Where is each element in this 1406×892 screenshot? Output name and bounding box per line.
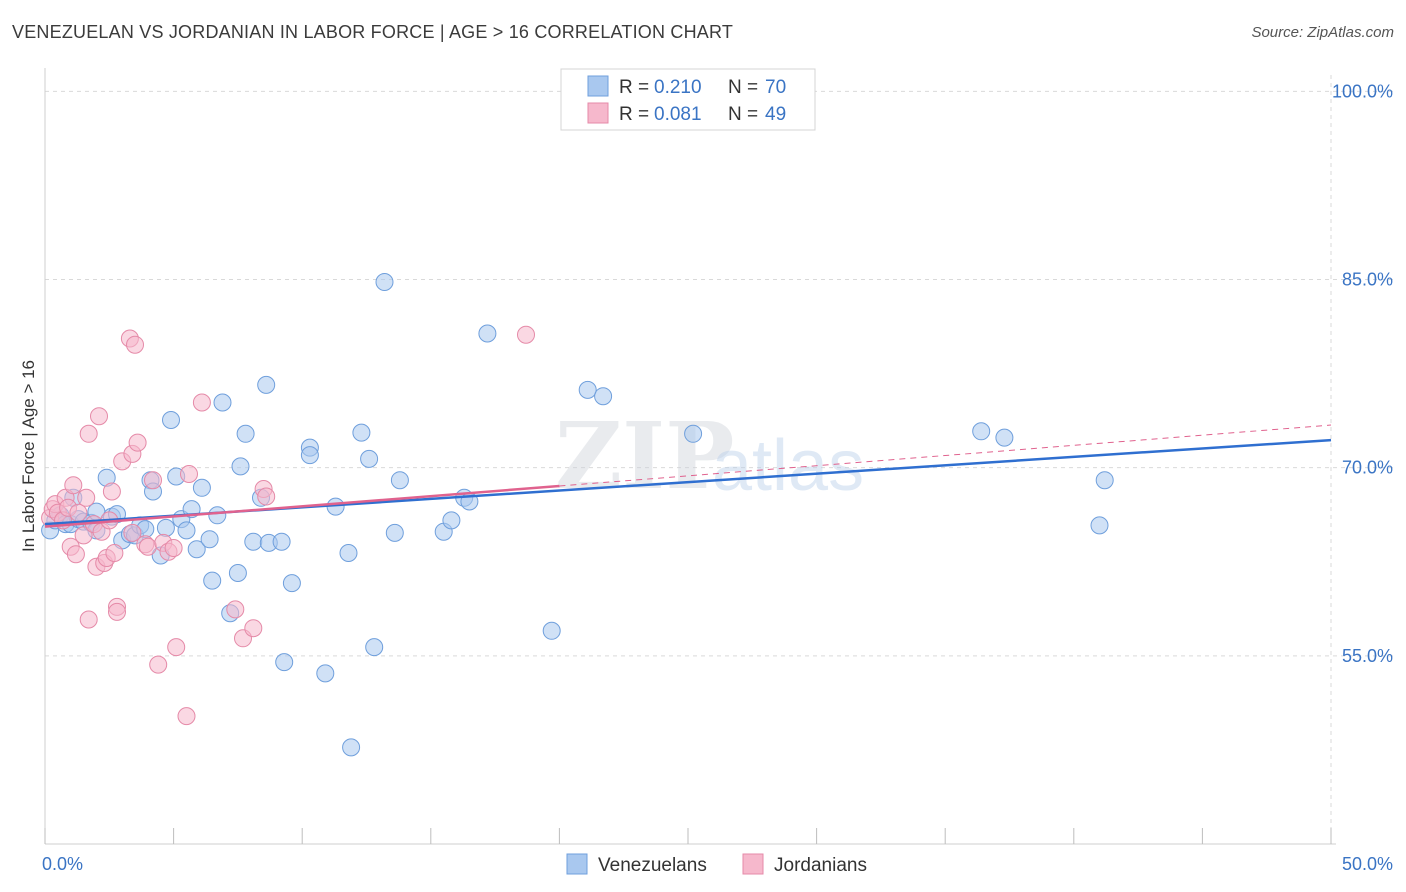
- venezuelan-point: [300, 446, 319, 465]
- venezuelan-point: [542, 621, 561, 640]
- jordanian-point: [144, 471, 162, 490]
- tick-layer: 55.0% 70.0% 85.0% 100.0% 0.0% 50.0%: [42, 81, 1393, 874]
- trend-layer: [44, 424, 1332, 528]
- venezuelan-point: [156, 518, 175, 537]
- jordanian-point: [226, 600, 245, 619]
- jordanians-trend-extrapolation: [559, 424, 1332, 487]
- y-tick-label: 55.0%: [1342, 646, 1393, 666]
- jordanian-point: [126, 335, 144, 354]
- jordanian-point: [149, 655, 168, 674]
- jordanian-point: [79, 424, 98, 443]
- jordanian-point: [177, 707, 196, 726]
- venezuelan-point: [200, 530, 219, 549]
- venezuelan-point: [365, 638, 384, 657]
- legend-jordanians-r-label: R =: [619, 104, 649, 125]
- venezuelan-point: [275, 653, 294, 672]
- y-tick-label: 70.0%: [1342, 458, 1393, 478]
- legend-jordanians-r-value: 0.081: [654, 104, 702, 125]
- venezuelan-point: [192, 478, 211, 497]
- jordanian-point: [102, 482, 121, 501]
- venezuelan-point: [352, 423, 371, 442]
- jordanian-point: [123, 523, 142, 542]
- venezuelan-point: [231, 457, 250, 476]
- legend-jordanians-n-value: 49: [765, 104, 786, 125]
- legend-jordanians-n-label: N =: [728, 104, 758, 125]
- jordanian-point: [69, 503, 88, 522]
- jordanian-point: [138, 537, 157, 556]
- venezuelan-point: [1095, 471, 1114, 490]
- venezuelan-point: [684, 424, 703, 443]
- jordanian-point: [77, 488, 96, 507]
- x-tick-label: 0.0%: [42, 854, 83, 874]
- venezuelan-point: [390, 471, 409, 490]
- jordanian-point: [90, 407, 108, 426]
- venezuelan-point: [478, 324, 497, 343]
- bottom-legend-jordanians-swatch: [742, 853, 764, 875]
- venezuelan-point: [594, 387, 613, 406]
- jordanian-point: [108, 602, 126, 621]
- jordanian-point: [180, 465, 198, 483]
- source-label: Source: ZipAtlas.com: [1251, 24, 1394, 41]
- jordanian-point: [66, 545, 85, 564]
- watermark-zip: ZIP: [555, 402, 734, 510]
- jordanian-point: [64, 476, 83, 495]
- venezuelan-point: [177, 521, 196, 540]
- jordanian-point: [192, 393, 211, 412]
- jordanian-point: [128, 433, 147, 452]
- venezuelan-point: [228, 564, 247, 582]
- legend-jordanians-swatch: [587, 102, 609, 124]
- jordanian-point: [257, 487, 276, 506]
- jordanian-point: [167, 638, 186, 657]
- legend-venezuelans-r-label: R =: [619, 77, 649, 98]
- x-tick-label: 50.0%: [1342, 854, 1393, 874]
- jordanian-point: [244, 619, 263, 638]
- venezuelan-point: [272, 532, 291, 551]
- venezuelan-point: [244, 532, 263, 551]
- legend-venezuelans-n-label: N =: [728, 77, 758, 98]
- venezuelan-point: [316, 664, 335, 683]
- venezuelan-point: [385, 523, 404, 542]
- legend-venezuelans-r-value: 0.210: [654, 77, 702, 98]
- venezuelan-point: [578, 380, 597, 399]
- bottom-legend-venezuelans-swatch: [566, 853, 588, 875]
- venezuelan-point: [360, 449, 379, 468]
- jordanian-point: [105, 544, 124, 562]
- venezuelan-point: [339, 544, 358, 562]
- bottom-legend-jordanians-label: Jordanians: [774, 855, 867, 876]
- venezuelan-point: [257, 375, 276, 394]
- y-tick-label: 85.0%: [1342, 270, 1393, 290]
- jordanian-point: [517, 325, 535, 344]
- watermark-atlas: atlas: [712, 426, 864, 506]
- venezuelan-point: [282, 574, 301, 593]
- y-axis-label: In Labor Force | Age > 16: [19, 360, 38, 552]
- jordanian-point: [74, 526, 93, 545]
- jordanians-trend-line: [44, 484, 560, 528]
- axis-layer: [44, 68, 1336, 845]
- jordanian-point: [164, 539, 183, 557]
- bottom-legend-venezuelans-label: Venezuelans: [598, 855, 707, 876]
- venezuelan-point: [162, 411, 180, 429]
- y-tick-label: 100.0%: [1332, 81, 1393, 101]
- venezuelan-point: [995, 428, 1014, 447]
- venezuelan-point: [203, 571, 222, 590]
- chart-title: VENEZUELAN VS JORDANIAN IN LABOR FORCE |…: [12, 22, 734, 42]
- watermark: ZIP atlas: [555, 402, 864, 510]
- legend-venezuelans-swatch: [587, 75, 609, 97]
- venezuelan-point: [972, 422, 991, 441]
- legend-venezuelans-n-value: 70: [765, 77, 786, 98]
- venezuelan-point: [213, 393, 232, 412]
- venezuelan-point: [236, 424, 255, 443]
- legend-box: R = 0.210 N = 70 R = 0.081 N = 49: [560, 68, 816, 131]
- bottom-legend: Venezuelans Jordanians: [566, 853, 867, 876]
- venezuelan-point: [208, 506, 227, 525]
- jordanian-point: [79, 610, 98, 629]
- venezuelan-point: [442, 511, 461, 530]
- venezuelan-point: [187, 540, 206, 559]
- venezuelan-point: [1090, 516, 1109, 535]
- venezuelan-point: [375, 273, 394, 291]
- venezuelan-point: [342, 738, 361, 757]
